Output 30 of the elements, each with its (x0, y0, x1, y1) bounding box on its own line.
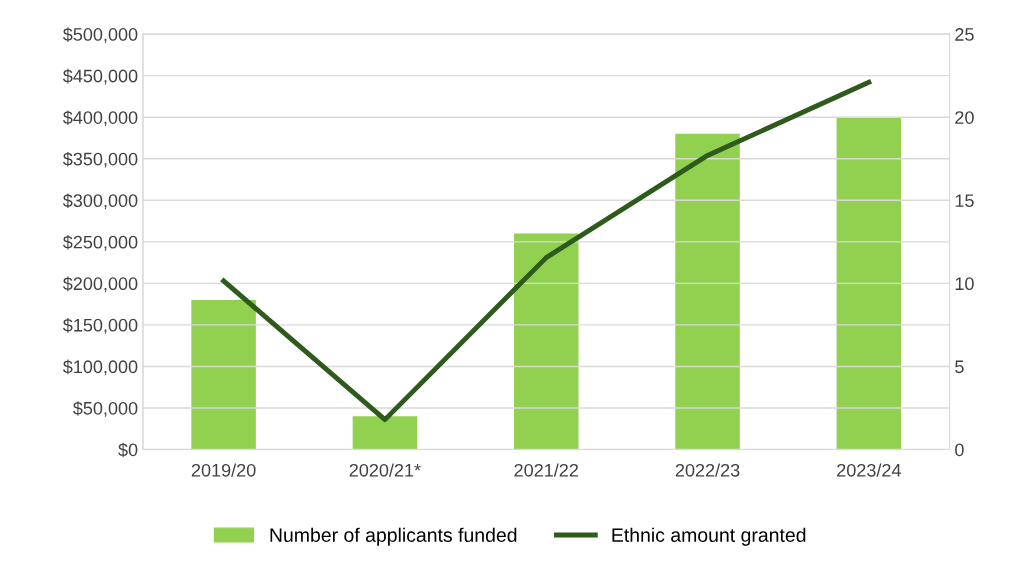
y-tick-label: $300,000 (62, 193, 138, 210)
y2-tick-label: 10 (955, 277, 974, 291)
x-tick-label: 2022/23 (675, 463, 740, 477)
x-tick-label: 2021/22 (514, 463, 578, 477)
y2-tick-label: 0 (955, 443, 964, 457)
y-tick-label: $150,000 (62, 318, 138, 334)
x-tick-label: 2019/20 (191, 463, 256, 477)
x-tick-label: 2023/24 (837, 463, 901, 477)
y2-tick-label: 5 (955, 360, 964, 374)
y2-tick-label: 20 (955, 111, 974, 124)
y2-tick-label: 15 (955, 194, 974, 208)
y-tick-label: $350,000 (62, 151, 138, 168)
y2-tick-label: 25 (955, 28, 974, 41)
bar (836, 117, 902, 450)
y-tick-label: $50,000 (73, 401, 138, 417)
bar (513, 233, 579, 450)
legend-label: Number of applicants funded (270, 527, 517, 546)
bar (191, 299, 256, 450)
bar (352, 416, 418, 450)
x-tick-label: 2020/21* (349, 463, 421, 477)
y-tick-label: $450,000 (62, 68, 138, 85)
bar (675, 133, 740, 450)
line-series (221, 79, 872, 423)
y-tick-label: $250,000 (62, 235, 138, 251)
y-tick-label: $400,000 (62, 110, 138, 127)
y-tick-label: $200,000 (62, 276, 138, 293)
y-tick-label: $0 (118, 442, 138, 458)
y-tick-label: $100,000 (62, 359, 138, 376)
legend-label: Ethnic amount granted (612, 527, 806, 546)
y-tick-label: $500,000 (62, 27, 138, 43)
